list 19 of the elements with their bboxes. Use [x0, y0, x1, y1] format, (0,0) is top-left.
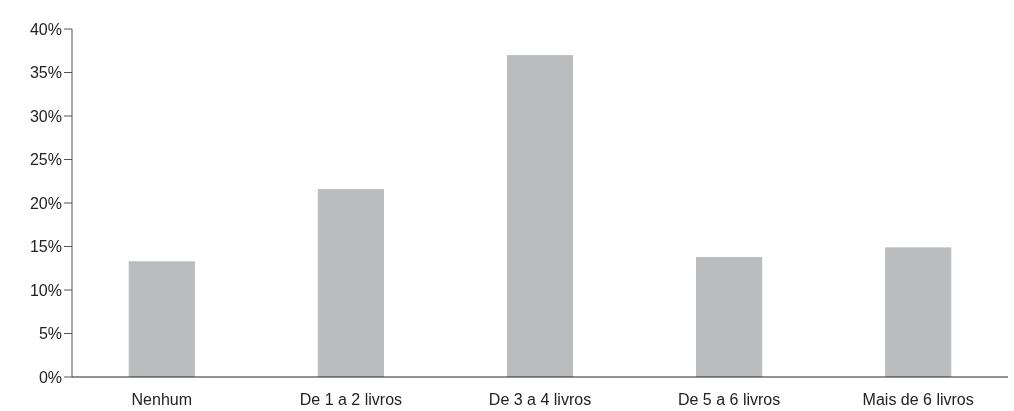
y-tick-label: 30%	[29, 107, 62, 125]
y-tick-label: 10%	[29, 281, 62, 299]
y-tick-label: 15%	[29, 238, 62, 256]
bar	[885, 247, 952, 377]
bar	[506, 55, 574, 377]
x-tick-label: Nenhum	[131, 391, 193, 408]
y-tick-label: 5%	[38, 325, 62, 343]
bar	[317, 189, 384, 377]
y-tick-label: 25%	[29, 151, 62, 169]
y-tick-label: 20%	[29, 194, 62, 212]
x-tick-label: De 1 a 2 livros	[299, 391, 403, 408]
x-tick-label: De 5 a 6 livros	[677, 391, 781, 408]
bar	[696, 256, 763, 377]
y-tick-label: 40%	[29, 20, 62, 38]
y-tick-label: 35%	[29, 64, 62, 82]
x-tick-label: Mais de 6 livros	[862, 391, 974, 408]
bar	[128, 261, 195, 377]
y-tick-label: 0%	[38, 368, 62, 386]
x-tick-label: De 3 a 4 livros	[488, 391, 592, 408]
